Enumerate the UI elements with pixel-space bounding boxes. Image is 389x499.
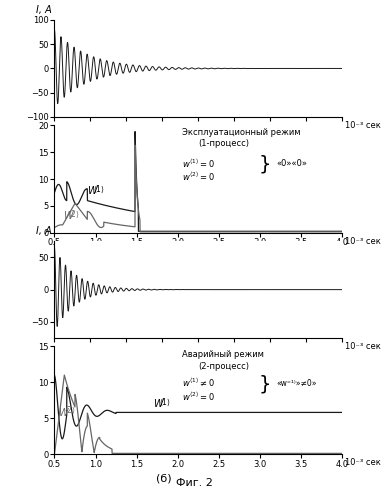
Text: Эксплуатационный режим: Эксплуатационный режим [182, 128, 300, 137]
Text: Фиг. 2: Фиг. 2 [176, 478, 213, 488]
Text: I, A: I, A [36, 226, 52, 236]
Text: $\langle 1\rangle$: $\langle 1\rangle$ [159, 396, 171, 408]
Text: (1-процесс): (1-процесс) [198, 139, 249, 148]
Text: $W$: $W$ [88, 184, 99, 196]
Text: (а): (а) [156, 252, 172, 262]
Text: $w^{\langle 2\rangle}=0$: $w^{\langle 2\rangle}=0$ [182, 171, 215, 183]
Text: «w⁼¹⁾»≠0»: «w⁼¹⁾»≠0» [277, 379, 317, 388]
Text: $w^{\langle 1\rangle}\neq 0$: $w^{\langle 1\rangle}\neq 0$ [182, 376, 215, 389]
Text: I, A: I, A [36, 5, 52, 15]
Text: $w^{\langle 1\rangle}=0$: $w^{\langle 1\rangle}=0$ [182, 158, 215, 170]
Text: $\langle 2\rangle$: $\langle 2\rangle$ [63, 405, 75, 416]
Text: $W$: $W$ [153, 397, 165, 409]
Text: $\langle 1\rangle$: $\langle 1\rangle$ [93, 184, 105, 195]
Text: $\}$: $\}$ [258, 153, 270, 175]
Text: $\langle 2\rangle$: $\langle 2\rangle$ [68, 209, 81, 221]
Text: (2-процесс): (2-процесс) [198, 362, 249, 371]
Text: $\}$: $\}$ [258, 373, 270, 395]
Text: 10⁻³ сек: 10⁻³ сек [345, 237, 381, 246]
Text: 10⁻³ сек: 10⁻³ сек [345, 459, 381, 468]
Text: «0»«0»: «0»«0» [277, 160, 308, 169]
Text: 10⁻³ сек: 10⁻³ сек [345, 121, 381, 130]
Text: 10⁻³ сек: 10⁻³ сек [345, 342, 381, 351]
Text: (б): (б) [156, 474, 172, 484]
Text: $W$: $W$ [63, 210, 75, 222]
Text: $w^{\langle 2\rangle}=0$: $w^{\langle 2\rangle}=0$ [182, 391, 215, 403]
Text: Аварийный режим: Аварийный режим [182, 350, 264, 359]
Text: $W$: $W$ [58, 406, 70, 418]
